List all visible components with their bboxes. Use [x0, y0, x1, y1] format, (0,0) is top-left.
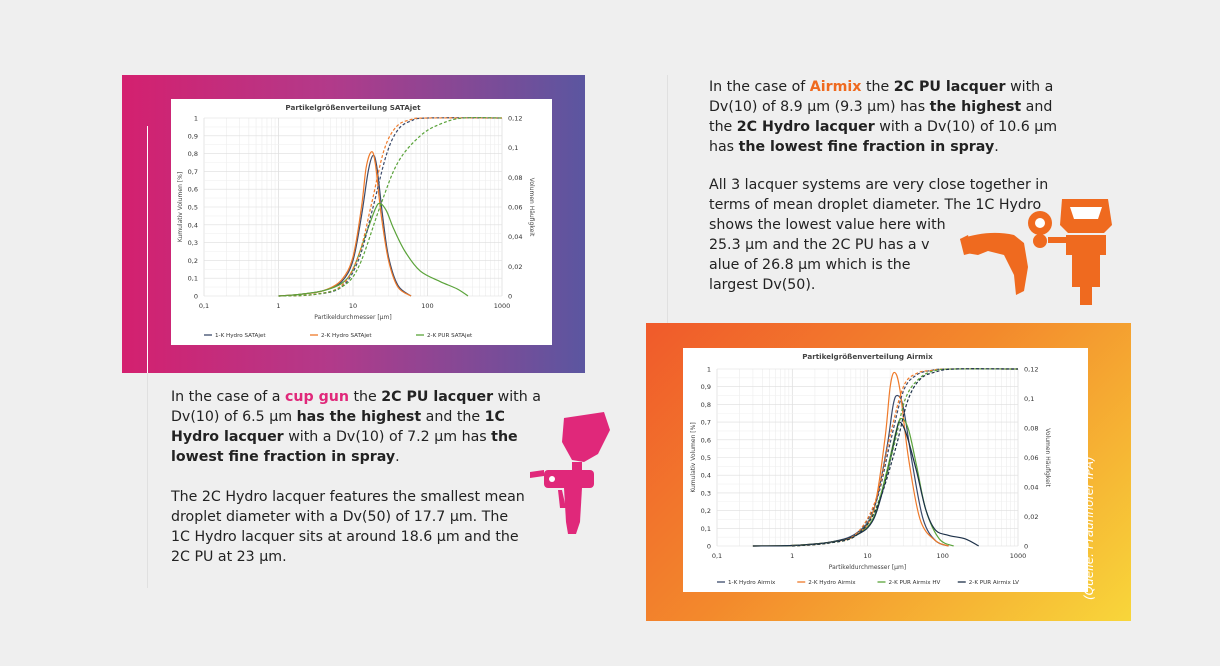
y-left-tick-label: 0,4 [701, 472, 711, 480]
y-right-tick-label: 0,1 [508, 144, 518, 152]
legend-label: 2-K Hydro Airmix [808, 580, 856, 586]
cup-gun-spray-icon [530, 412, 610, 534]
legend-label: 1-K Hydro SATAjet [215, 333, 266, 339]
y-right-tick-label: 0,12 [1024, 366, 1038, 374]
y-right-tick-label: 0,02 [508, 263, 522, 271]
chart-title: Partikelgrößenverteilung SATAjet [285, 103, 421, 112]
left-divider-line-lower [147, 373, 148, 588]
x-axis-label: Partikeldurchmesser [µm] [829, 564, 906, 571]
y-left-tick-label: 0,6 [188, 186, 198, 194]
legend-label: 2-K PUR Airmix LV [969, 580, 1019, 586]
cup-gun-text-block: In the case of a cup gun the 2C PU lacqu… [171, 387, 541, 587]
series-line [278, 202, 469, 297]
left-divider-line [147, 126, 148, 588]
y-left-axis-label: Kumulativ Volumen [%] [690, 422, 697, 492]
y-left-tick-label: 0,9 [701, 383, 711, 391]
y-left-axis-label: Kumulativ Volumen [%] [177, 172, 184, 242]
y-right-tick-label: 0,04 [508, 233, 522, 241]
y-right-axis-label: Volumen Häufigkeit [528, 178, 535, 237]
y-left-tick-label: 0 [194, 293, 198, 301]
x-tick-label: 100 [937, 552, 949, 560]
y-right-tick-label: 0,12 [508, 115, 522, 123]
y-left-tick-label: 0,2 [701, 507, 711, 515]
y-right-tick-label: 0,08 [508, 174, 522, 182]
x-tick-label: 1000 [1010, 552, 1027, 560]
legend-label: 2-K PUR SATAjet [427, 333, 473, 339]
x-tick-label: 1000 [494, 302, 511, 310]
y-left-tick-label: 0,8 [701, 401, 711, 409]
y-right-tick-label: 0,06 [1024, 454, 1038, 462]
legend-label: 1-K Hydro Airmix [728, 580, 776, 586]
y-left-tick-label: 0,5 [701, 454, 711, 462]
airmix-paragraph: In the case of Airmix the 2C PU lacquer … [709, 79, 1058, 155]
cup-gun-paragraph: In the case of a cup gun the 2C PU lacqu… [171, 389, 541, 465]
airmix-text-block: In the case of Airmix the 2C PU lacquer … [709, 77, 1061, 295]
airmix-dv50-line: alue of 26.8 µm which is the [709, 257, 911, 273]
y-right-tick-label: 0,04 [1024, 484, 1038, 492]
x-tick-label: 0,1 [199, 302, 209, 310]
y-left-tick-label: 1 [194, 115, 198, 123]
y-left-tick-label: 0,9 [188, 132, 198, 140]
x-tick-label: 0,1 [712, 552, 722, 560]
satajet-chart-card: Partikelgrößenverteilung SATAjet 0,1 1 10 10… [171, 99, 552, 345]
airmix-dv50-line: 25.3 µm and the 2C PU has a v [709, 237, 930, 253]
y-right-tick-label: 0,06 [508, 204, 522, 212]
airmix-dv50-line: terms of mean droplet diameter. The 1C H… [709, 197, 1042, 213]
series-line [792, 368, 1019, 547]
y-right-tick-label: 0 [508, 293, 512, 301]
y-left-tick-label: 0,8 [188, 150, 198, 158]
x-axis-label: Partikeldurchmesser [µm] [314, 314, 391, 321]
y-left-tick-label: 0,7 [188, 168, 198, 176]
legend-label: 2-K PUR Airmix HV [889, 580, 941, 586]
y-left-tick-label: 0,3 [701, 489, 711, 497]
y-right-tick-label: 0,02 [1024, 513, 1038, 521]
cup-gun-dv50-paragraph: The 2C Hydro lacquer features the smalle… [171, 489, 525, 565]
y-left-tick-label: 1 [707, 366, 711, 374]
airmix-highlight: Airmix [809, 79, 862, 95]
x-tick-label: 100 [421, 302, 433, 310]
airmix-chart-card: Partikelgrößenverteilung Airmix 0,1 1 10 100… [683, 348, 1088, 592]
x-tick-label: 10 [863, 552, 871, 560]
x-tick-label: 1 [790, 552, 794, 560]
y-left-tick-label: 0,1 [188, 275, 198, 283]
x-tick-label: 1 [276, 302, 280, 310]
y-right-axis-label: Volumen Häufigkeit [1044, 428, 1051, 487]
cup-gun-highlight: cup gun [285, 389, 349, 405]
airmix-dv50-line: All 3 lacquer systems are very close tog… [709, 177, 1049, 193]
y-left-tick-label: 0,5 [188, 204, 198, 212]
y-left-tick-label: 0,2 [188, 257, 198, 265]
y-right-tick-label: 0,08 [1024, 425, 1038, 433]
airmix-dv50-line: shows the lowest value here with [709, 217, 946, 233]
y-left-tick-label: 0,7 [701, 419, 711, 427]
y-left-tick-label: 0 [707, 543, 711, 551]
y-left-tick-label: 0,1 [701, 525, 711, 533]
chart-title: Partikelgrößenverteilung Airmix [802, 352, 933, 361]
y-left-tick-label: 0,6 [701, 436, 711, 444]
airmix-dv50-paragraph: All 3 lacquer systems are very close tog… [709, 175, 1061, 295]
y-left-tick-label: 0,3 [188, 239, 198, 247]
series-line [278, 116, 503, 297]
right-divider-line-upper [667, 75, 668, 323]
source-note: (Quelle: Fraunhofer IPA) [1082, 456, 1096, 600]
y-right-tick-label: 0 [1024, 543, 1028, 551]
series-line [752, 421, 979, 547]
y-right-tick-label: 0,1 [1024, 395, 1034, 403]
y-left-tick-label: 0,4 [188, 221, 198, 229]
legend-label: 2-K Hydro SATAjet [321, 333, 372, 339]
x-tick-label: 10 [349, 302, 357, 310]
airmix-spray-gun-icon [960, 199, 1112, 305]
airmix-dv50-line: largest Dv(50). [709, 277, 816, 293]
